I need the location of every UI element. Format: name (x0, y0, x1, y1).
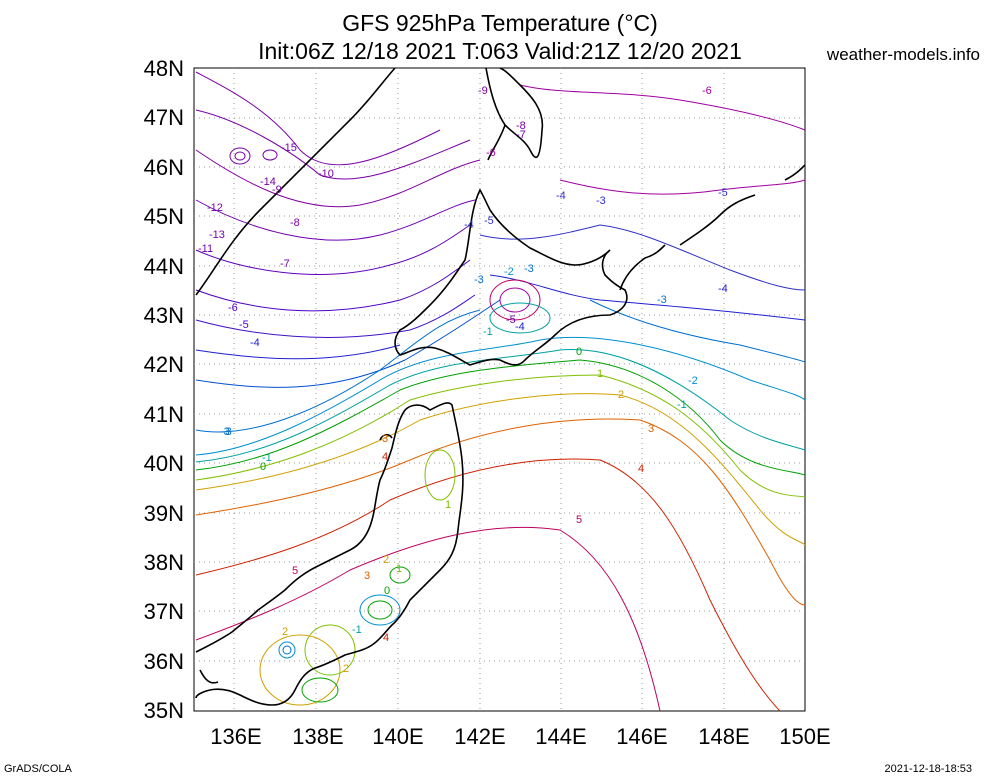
contour-label: -3 (220, 426, 230, 438)
contour-lines (195, 71, 806, 712)
map-frame (193, 67, 806, 712)
lat-label: 46N (143, 155, 184, 180)
contour-label: -3 (222, 426, 232, 438)
contour-label: -9 (478, 85, 488, 97)
lat-label: 38N (143, 550, 184, 575)
contour-label: -11 (198, 243, 213, 255)
lat-label: 41N (143, 402, 184, 427)
contour-label: -1 (352, 624, 362, 636)
contour-label: 5 (292, 565, 298, 577)
contour-label: -4 (718, 283, 728, 295)
lat-label: 45N (143, 204, 184, 229)
lon-label: 136E (210, 724, 262, 749)
contour-label: 1 (396, 563, 402, 575)
contour-label: -6 (702, 85, 712, 97)
contour-label: -3 (596, 195, 606, 207)
contour-label: 3 (648, 423, 654, 435)
contour-label: -14 (260, 176, 276, 188)
contour-label: 4 (382, 451, 388, 463)
coastlines (195, 67, 806, 706)
contour-label: 3 (382, 433, 388, 445)
lat-label: 47N (143, 105, 184, 130)
contour-label: 2 (343, 663, 349, 675)
contour-label: -8 (290, 217, 300, 229)
lon-label: 138E (292, 724, 344, 749)
contour-label: -15 (281, 142, 297, 154)
lon-label: 140E (372, 724, 424, 749)
lon-label: 146E (616, 724, 668, 749)
lat-label: 44N (143, 254, 184, 279)
lon-label: 144E (535, 724, 587, 749)
contour-label: -5 (484, 215, 494, 227)
contour-label: 0 (260, 461, 266, 473)
contour-label: -8 (516, 120, 526, 132)
contour-label: -2 (504, 266, 514, 278)
contour-label: -2 (688, 375, 698, 387)
lat-label: 48N (143, 56, 184, 81)
contour-label: -4 (556, 190, 566, 202)
contour-label: 3 (364, 570, 370, 582)
lat-label: 36N (143, 649, 184, 674)
contour-label: -4 (464, 219, 474, 231)
lat-label: 40N (143, 451, 184, 476)
contour-label: 2 (282, 626, 288, 638)
contour-label: 1 (445, 499, 451, 511)
contour-label: -13 (209, 229, 225, 241)
contour-label: -3 (474, 274, 484, 286)
contour-label: -7 (280, 258, 290, 270)
lat-label: 39N (143, 501, 184, 526)
contour-label: 1 (597, 368, 603, 380)
lat-label: 35N (143, 698, 184, 723)
contour-label: 2 (618, 389, 624, 401)
contour-label: 5 (576, 514, 582, 526)
lon-label: 150E (779, 724, 831, 749)
contour-label: -7 (516, 129, 526, 141)
lat-label: 43N (143, 303, 184, 328)
footer-credit: GrADS/COLA (4, 763, 72, 775)
contour-label: -6 (486, 147, 496, 159)
contour-label: -4 (515, 321, 525, 333)
contour-label: -5 (506, 314, 516, 326)
contour-label: -10 (318, 168, 334, 180)
contour-label: -3 (524, 263, 534, 275)
contour-label: 0 (576, 346, 582, 358)
footer-timestamp: 2021-12-18-18:53 (884, 763, 972, 775)
site-watermark: weather-models.info (826, 45, 980, 64)
contour-label: -6 (228, 302, 238, 314)
contour-label: -5 (718, 187, 728, 199)
lat-label: 37N (143, 599, 184, 624)
chart-subtitle: Init:06Z 12/18 2021 T:063 Valid:21Z 12/2… (258, 38, 742, 64)
lat-label: 42N (143, 352, 184, 377)
contour-label: -4 (250, 337, 260, 349)
contour-label: -1 (262, 452, 272, 464)
contour-label: -1 (483, 326, 493, 338)
contour-label: -9 (272, 184, 282, 196)
contour-label: -1 (677, 399, 687, 411)
contour-label: -5 (239, 319, 249, 331)
lon-label: 148E (698, 724, 750, 749)
contour-label: 4 (383, 632, 389, 644)
lon-label: 142E (454, 724, 506, 749)
contour-label: 4 (638, 463, 644, 475)
contour-labels: -9 -8 -7 -6 -6 -15 -14 -10 -12 -13 -11 -… (198, 85, 728, 675)
contour-label: 2 (383, 554, 389, 566)
contour-label: 0 (384, 585, 390, 597)
contour-label: -3 (657, 294, 667, 306)
chart-title: GFS 925hPa Temperature (°C) (342, 10, 658, 36)
contour-label: -12 (207, 202, 223, 214)
